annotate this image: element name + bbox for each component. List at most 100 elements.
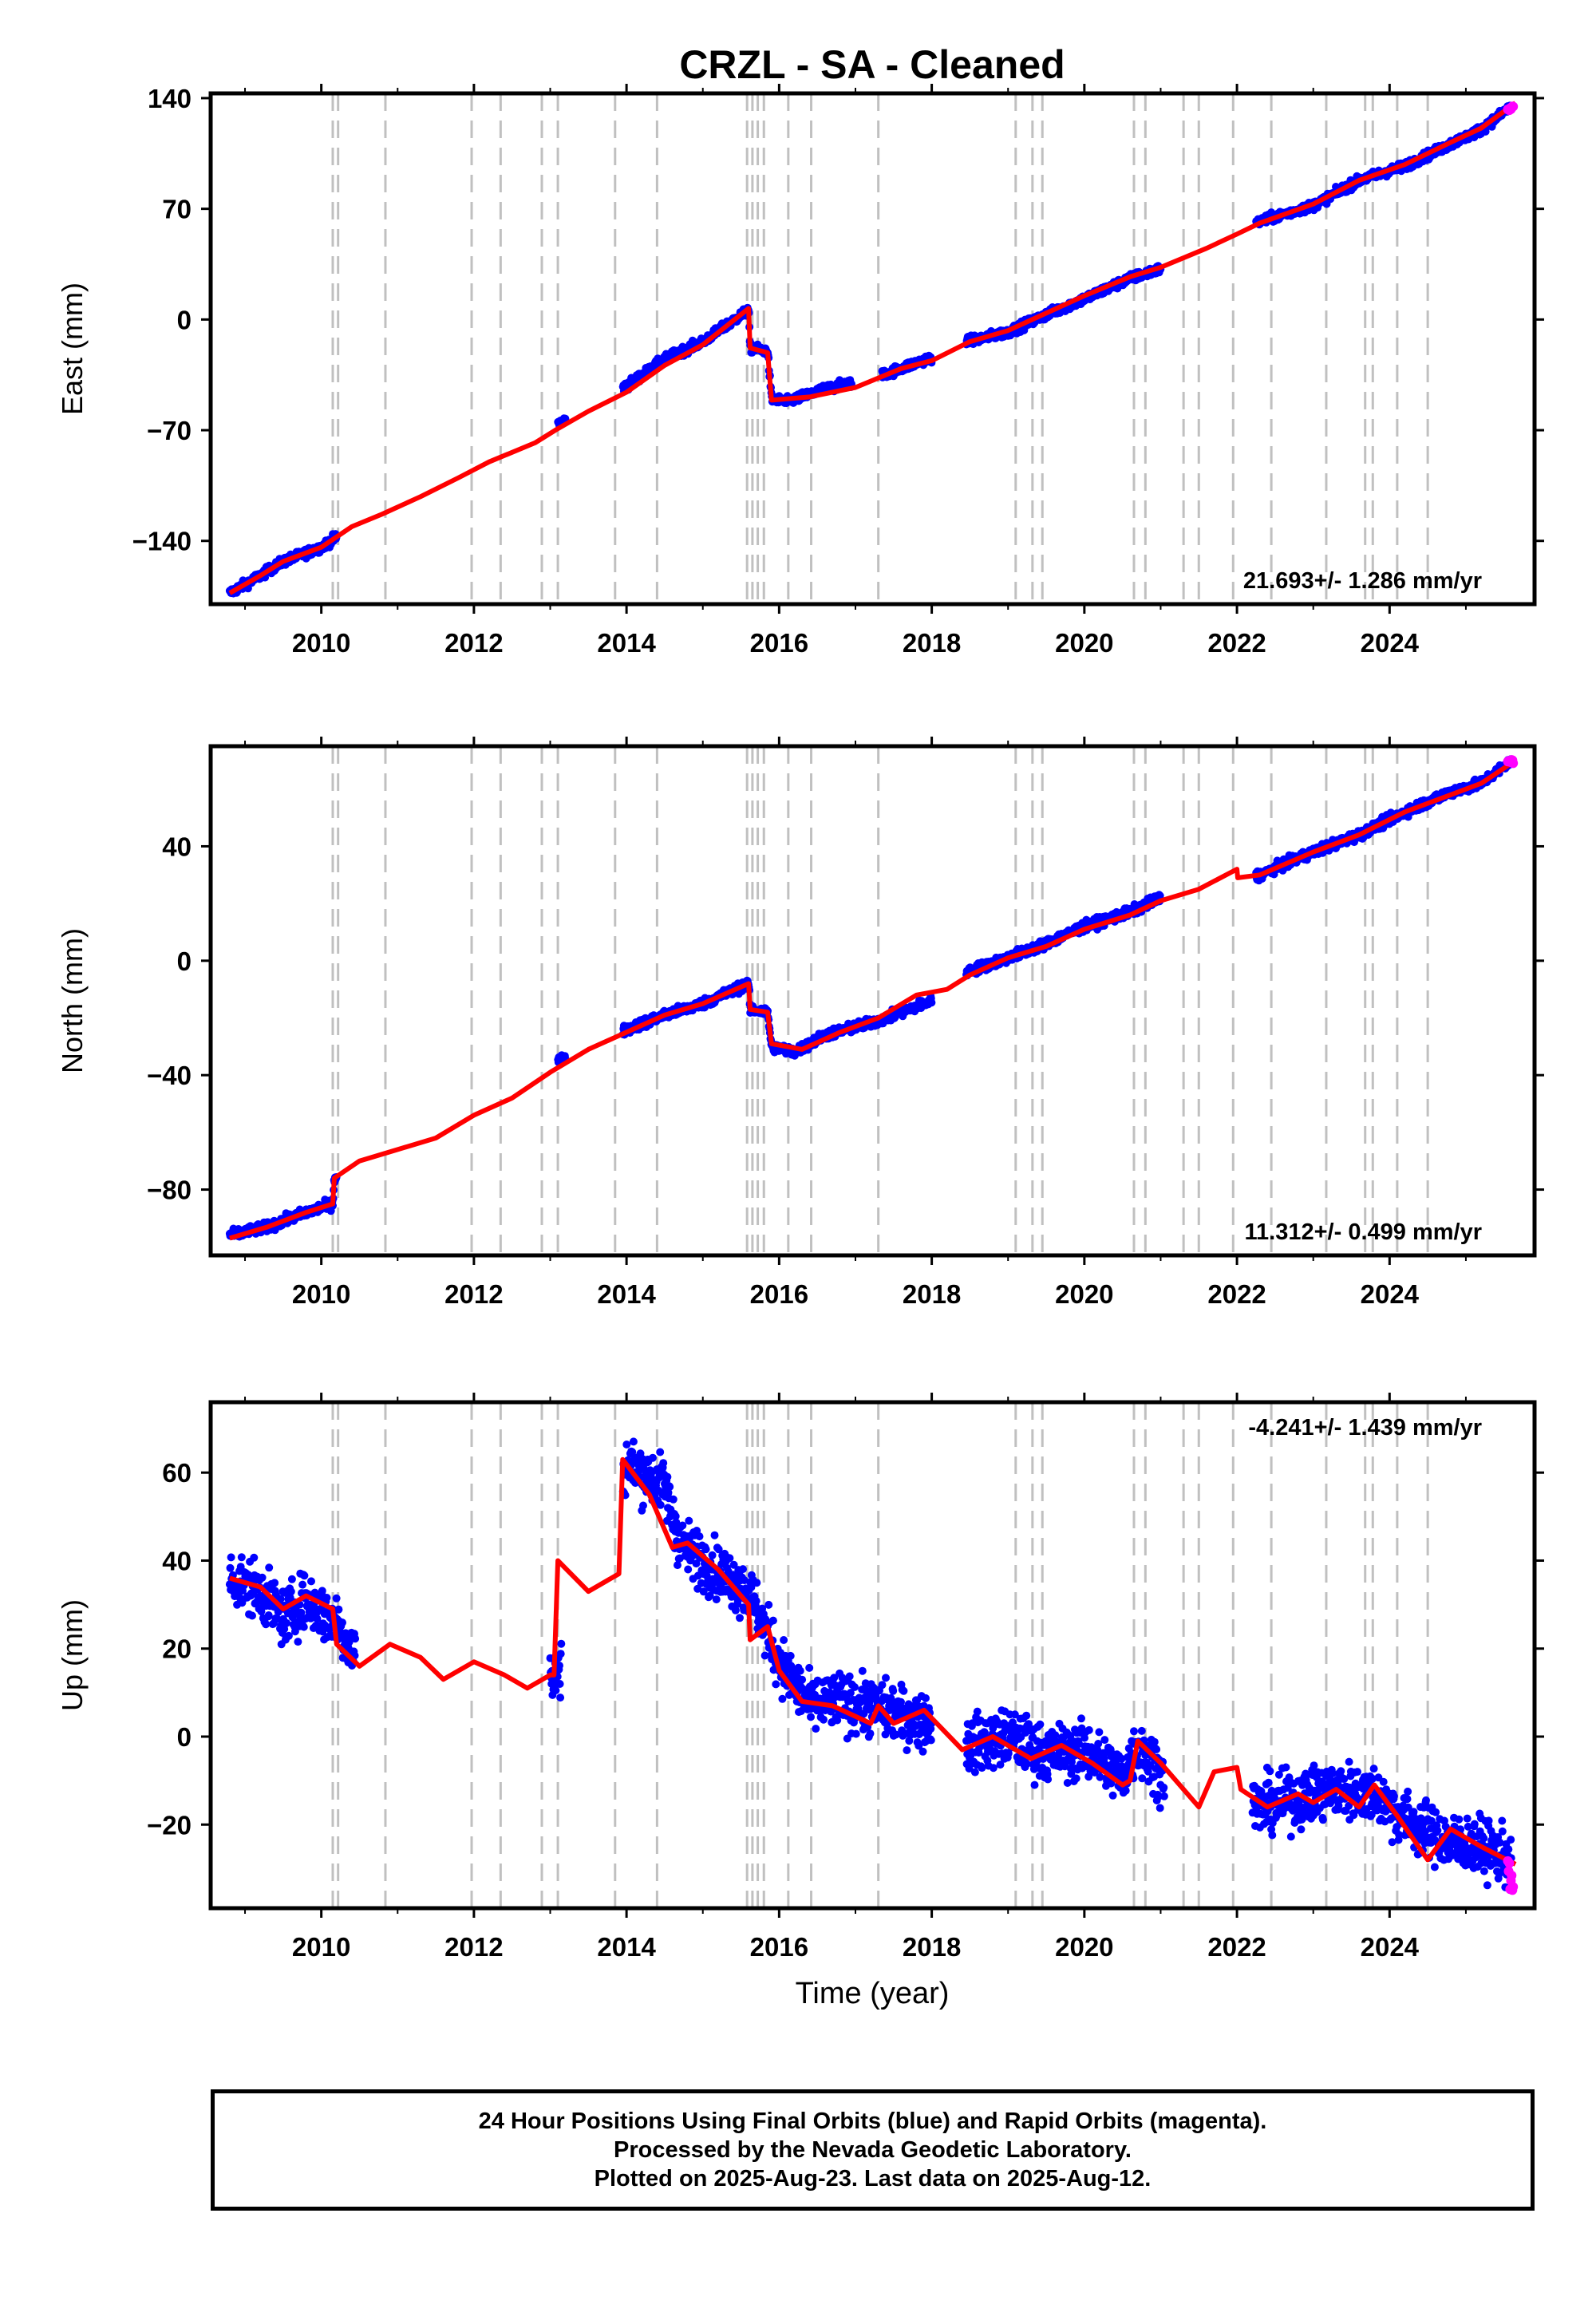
rapid-orbit-point (1508, 758, 1519, 769)
event-lines (331, 1402, 1429, 1908)
final-orbit-point (313, 1614, 322, 1623)
final-orbit-point (830, 1674, 839, 1682)
x-tick-label: 2012 (444, 1279, 503, 1309)
final-orbit-point (693, 1584, 702, 1593)
final-orbit-point (287, 1575, 296, 1583)
final-orbit-point (685, 1516, 693, 1525)
y-tick-label: −80 (147, 1176, 192, 1205)
y-tick-label: −40 (147, 1061, 192, 1090)
final-orbit-point (282, 1618, 290, 1627)
final-orbit-point (760, 1651, 769, 1660)
final-orbit-point (882, 1674, 890, 1682)
y-axis-label: East (mm) (56, 283, 89, 415)
final-orbit-point (927, 998, 936, 1007)
final-orbit-point (557, 1639, 566, 1648)
final-orbit-point (705, 1591, 714, 1600)
y-axis-label: North (mm) (56, 928, 89, 1073)
final-orbit-point (338, 1618, 346, 1627)
final-orbit-point (250, 1553, 259, 1562)
final-orbit-point (833, 1716, 842, 1725)
final-orbit-point (318, 1587, 326, 1595)
final-orbit-point (973, 1707, 982, 1716)
final-orbit-point (666, 1483, 674, 1491)
panel-up: 2010 2012 2014 2016 2018 2020 2022 2024−2002040… (56, 1393, 1544, 2010)
final-orbit-point (805, 1663, 814, 1672)
final-orbit-point (692, 1559, 701, 1568)
final-orbit-point (678, 1521, 687, 1530)
panel-east: 2010 2012 2014 2016 2018 2020 2022 2024−140−700… (56, 42, 1544, 658)
final-orbit-point (867, 1704, 876, 1713)
y-tick-label: 70 (162, 195, 192, 224)
final-orbit-point (226, 1563, 235, 1572)
event-lines (331, 746, 1429, 1255)
final-orbit-point (669, 1495, 678, 1504)
final-orbit-point (294, 1638, 302, 1646)
y-tick-label: 40 (162, 832, 192, 861)
final-orbit-point (674, 1561, 681, 1570)
x-tick-label: 2016 (750, 628, 808, 658)
final-orbit-point (889, 1686, 898, 1695)
final-orbit-point (639, 1501, 647, 1510)
x-tick-label: 2014 (597, 1279, 656, 1309)
x-tick-label: 2024 (1361, 1279, 1420, 1309)
final-orbit-point (918, 1747, 927, 1756)
y-tick-label: −140 (132, 527, 192, 556)
final-orbit-point (858, 1666, 867, 1675)
final-orbit-point (863, 1689, 871, 1697)
final-orbit-point (684, 1565, 693, 1574)
final-orbit-point (752, 1597, 760, 1606)
final-orbit-point (300, 1571, 309, 1580)
final-orbit-point (284, 1631, 293, 1640)
x-tick-label: 2012 (444, 628, 503, 658)
final-orbit-point (897, 1697, 905, 1706)
final-orbit-point (764, 1600, 773, 1609)
final-orbit-point (881, 1730, 890, 1739)
final-orbit-point (731, 1606, 740, 1614)
x-tick-label: 2010 (292, 1279, 350, 1309)
final-orbit-point (970, 1768, 979, 1777)
final-orbit-point (276, 1595, 285, 1603)
final-orbit-point (747, 1583, 756, 1591)
event-lines (331, 93, 1429, 604)
final-orbit-point (768, 1616, 777, 1625)
final-orbit-point (237, 1553, 246, 1562)
final-orbit-point (708, 1551, 717, 1559)
final-orbit-point (555, 1680, 564, 1688)
chart-title: CRZL - SA - Cleaned (679, 42, 1065, 87)
rapid-orbit-point (1508, 101, 1519, 112)
final-orbit-point (903, 1746, 911, 1755)
final-orbit-points (225, 755, 1515, 1241)
model-fit-line (229, 758, 1517, 1241)
final-orbit-point (299, 1622, 308, 1631)
final-orbit-point (812, 1725, 820, 1733)
final-orbit-point (851, 1683, 859, 1691)
plot-area (225, 755, 1519, 1241)
final-orbit-point (556, 1650, 565, 1658)
final-orbit-point (351, 1634, 360, 1643)
plot-frame (208, 91, 1537, 607)
panel-north: 2010 2012 2014 2016 2018 2020 2022 2024−80−4004… (56, 737, 1544, 1309)
final-orbit-point (926, 1736, 935, 1745)
final-orbit-point (891, 1730, 900, 1739)
final-orbit-point (796, 1666, 804, 1675)
final-orbit-point (227, 1553, 235, 1562)
final-orbit-point (555, 1662, 563, 1670)
x-tick-label: 2018 (903, 628, 961, 658)
final-orbit-point (265, 1563, 274, 1572)
final-orbit-point (556, 1694, 565, 1702)
x-tick-label: 2020 (1055, 628, 1113, 658)
final-orbit-point (298, 1580, 307, 1589)
x-tick-label: 2020 (1055, 1279, 1113, 1309)
final-orbit-point (258, 1573, 267, 1582)
final-orbit-point (714, 1545, 723, 1554)
final-orbit-point (656, 1500, 665, 1509)
final-orbit-point (699, 1587, 708, 1596)
final-orbit-point (825, 1688, 834, 1697)
plot-area (225, 1437, 1519, 1895)
final-orbit-point (915, 1741, 923, 1750)
y-tick-label: 140 (148, 84, 192, 113)
model-fit-line (228, 101, 1517, 595)
final-orbit-points (225, 1437, 1515, 1891)
x-tick-label: 2014 (597, 628, 656, 658)
